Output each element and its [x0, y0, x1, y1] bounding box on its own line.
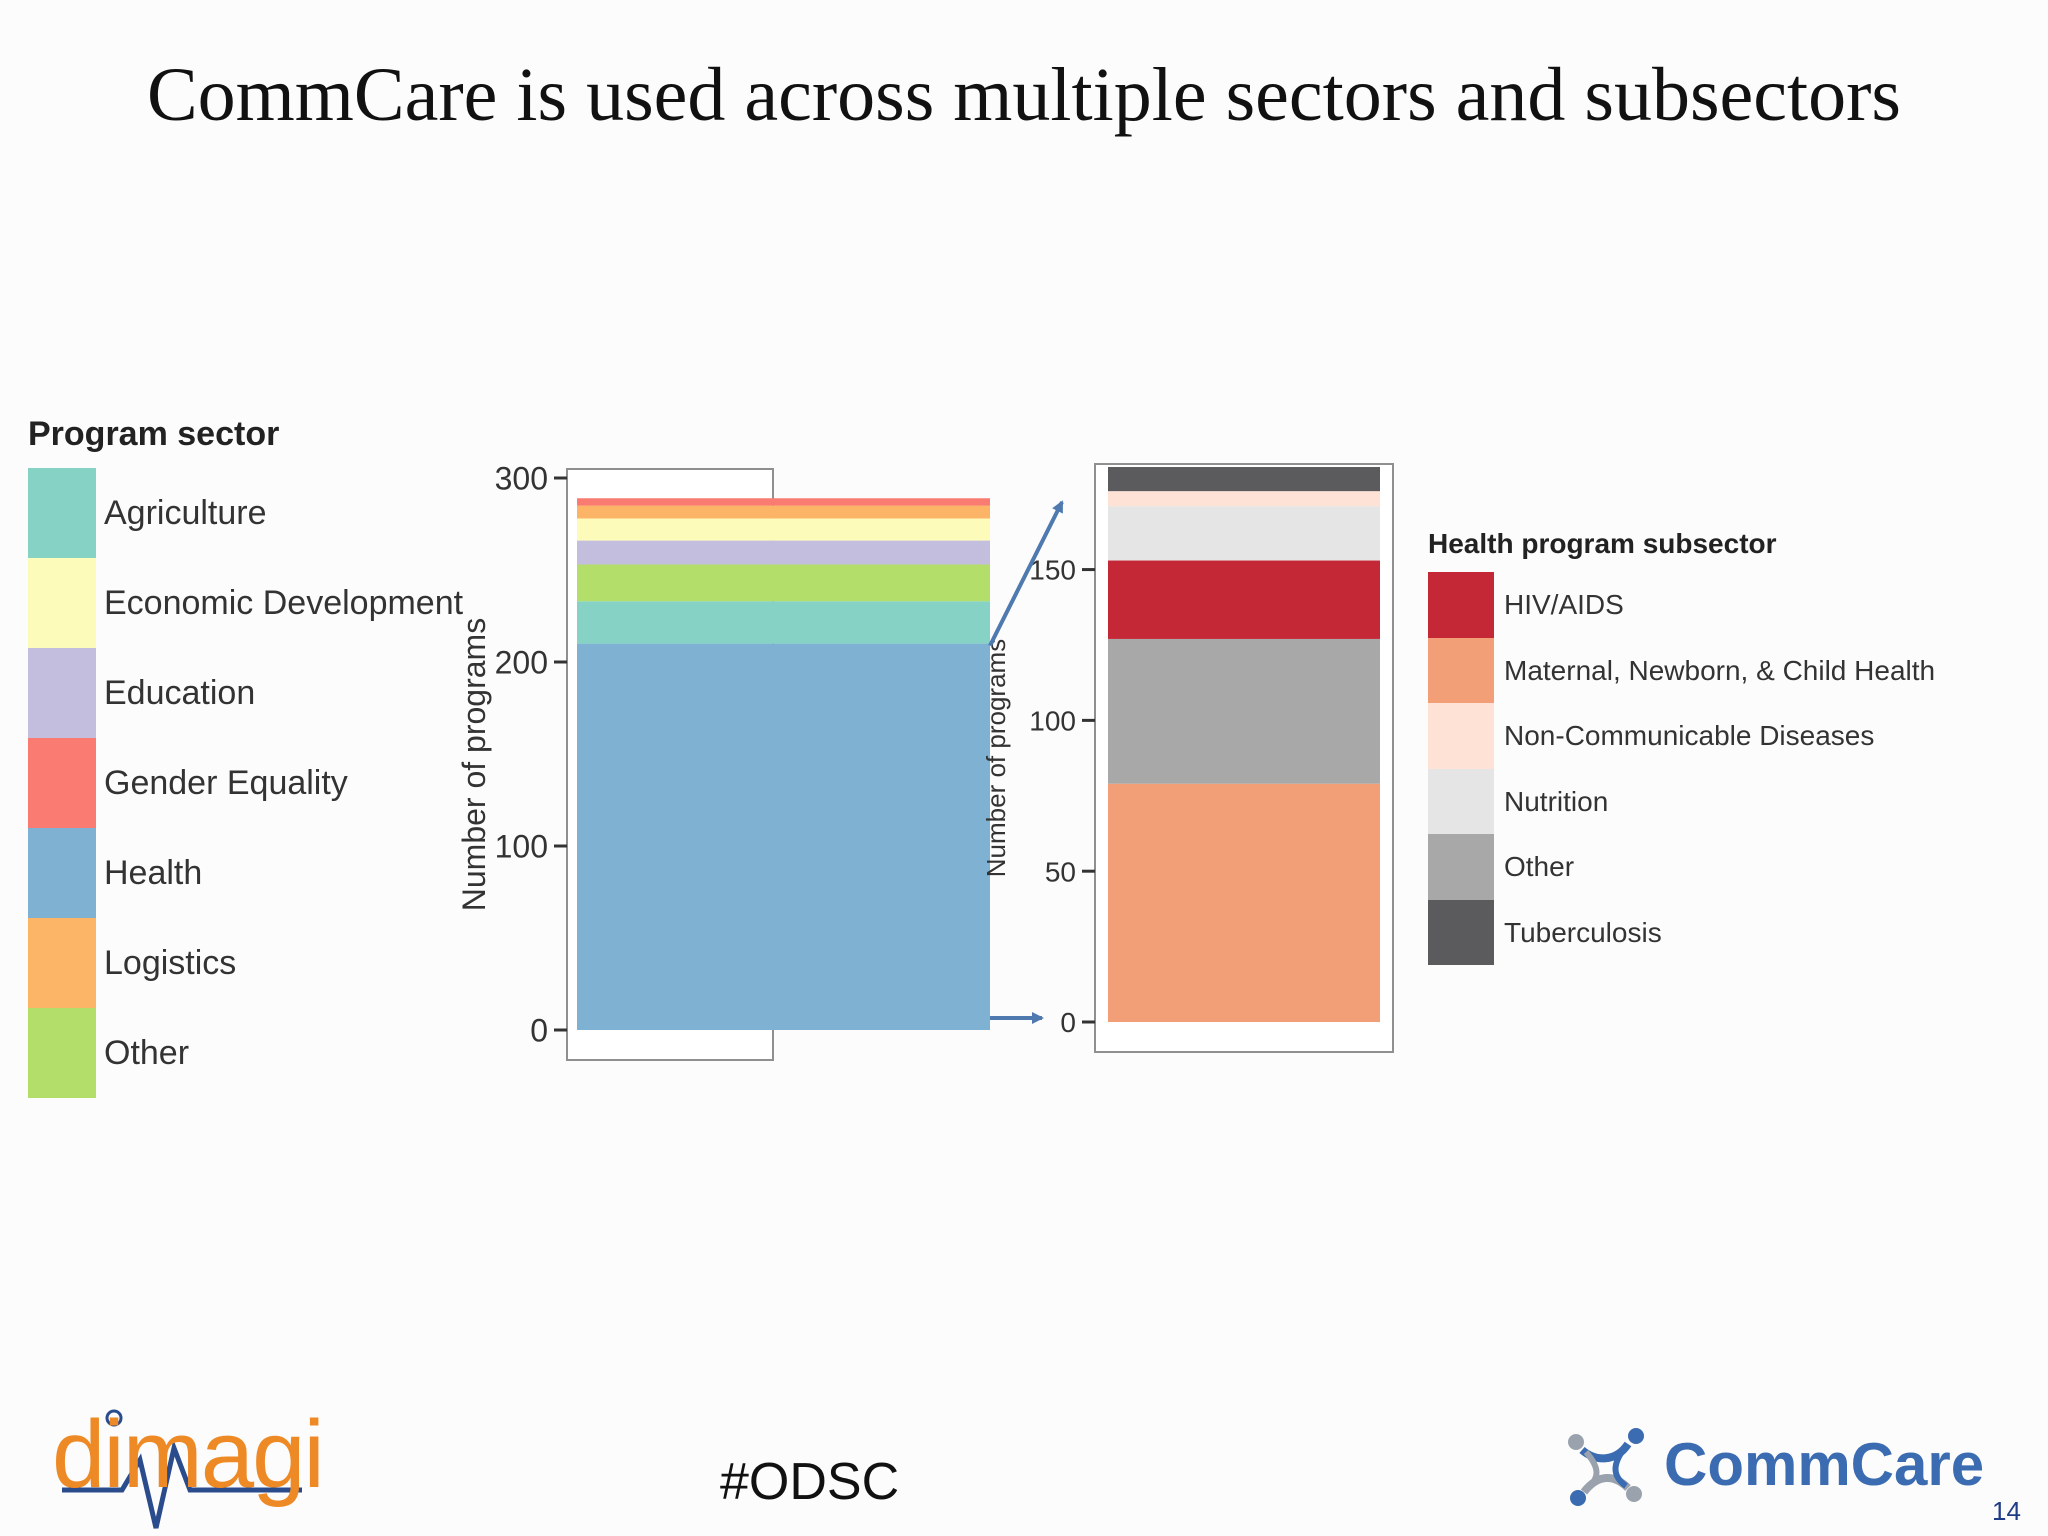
legend-item-education: Education	[28, 648, 428, 738]
legend-label: HIV/AIDS	[1504, 589, 1624, 620]
bar-segment-logistics	[577, 505, 990, 519]
legend-swatch	[28, 558, 96, 648]
legend-swatch	[1428, 834, 1494, 900]
zoom-connector-arrows	[988, 500, 1064, 1024]
sector-chart: 0 100 200 300 Number of programs	[456, 461, 990, 1061]
legend-item-economic-development: Economic Development	[28, 558, 463, 648]
y-tick-label: 100	[1029, 705, 1076, 736]
page-number: 14	[1992, 1496, 2021, 1526]
bar-segment-other	[577, 564, 990, 602]
bar-segment-education	[577, 540, 990, 565]
y-tick-label: 100	[495, 829, 548, 865]
bar-segment-tuberculosis	[1108, 467, 1380, 492]
commcare-people-icon	[1568, 1428, 1644, 1506]
legend-swatch	[1428, 572, 1494, 638]
dimagi-wordmark: dimagi	[52, 1401, 325, 1508]
slide-title: CommCare is used across multiple sectors…	[146, 53, 1901, 137]
bar-segment-maternal-newborn-child-health	[1108, 783, 1380, 1022]
legend-item-hiv-aids: HIV/AIDS	[1428, 572, 1988, 638]
legend-label: Non-Communicable Diseases	[1504, 720, 1875, 751]
legend-label: Maternal, Newborn, & Child Health	[1504, 654, 1936, 686]
legend-swatch	[28, 738, 96, 828]
bar-segment-agriculture	[577, 601, 990, 644]
program-sector-legend: Program sector Agriculture Economic Deve…	[28, 412, 463, 1098]
commcare-wordmark: CommCare	[1664, 1431, 1985, 1498]
legend-swatch	[28, 918, 96, 1008]
legend-swatch	[1428, 768, 1494, 834]
legend-label: Education	[104, 674, 256, 712]
hashtag: #ODSC	[720, 1453, 900, 1511]
legend-item-health: Health	[28, 828, 428, 918]
legend-label: Other	[104, 1034, 190, 1072]
y-axis-title: Number of programs	[981, 639, 1011, 877]
bar-segment-gender-equality	[577, 498, 990, 506]
commcare-logo: CommCare	[1556, 1422, 1984, 1517]
bar-segment-non-communicable-diseases	[1108, 491, 1380, 507]
y-tick-label: 150	[1029, 555, 1076, 586]
legend-item-nutrition: Nutrition	[1428, 768, 1988, 834]
y-axis-title: Number of programs	[456, 618, 492, 911]
legend-swatch	[28, 648, 96, 738]
dimagi-logo: dimagi	[52, 1400, 325, 1535]
legend-label: Tuberculosis	[1504, 916, 1662, 948]
legend-item-non-communicable-diseases: Non-Communicable Diseases	[1428, 703, 1988, 769]
legend-label: Logistics	[104, 944, 237, 982]
legend-swatch	[1428, 703, 1494, 769]
legend-label: Health	[104, 854, 203, 892]
legend-item-maternal-newborn-child-health: Maternal, Newborn, & Child Health	[1428, 637, 1988, 703]
legend-label: Nutrition	[1504, 785, 1609, 817]
connector-arrow-top	[988, 500, 1064, 647]
legend-label: Agriculture	[104, 494, 267, 532]
y-tick-label: 300	[495, 461, 548, 497]
bar-segment-health	[577, 643, 990, 1030]
bar-segment-nutrition	[1108, 506, 1380, 561]
y-tick-label: 50	[1045, 856, 1076, 887]
legend-title: Health program subsector	[1428, 528, 1777, 559]
health-subsector-legend: Health program subsector HIV/AIDS Matern…	[1428, 524, 1988, 965]
legend-swatch	[1428, 899, 1494, 965]
legend-item-tuberculosis: Tuberculosis	[1428, 899, 1988, 965]
y-tick-label: 200	[495, 645, 548, 681]
legend-label: Other	[1504, 851, 1575, 882]
legend-label: Gender Equality	[104, 764, 348, 802]
bar-segment-hiv-aids	[1108, 560, 1380, 639]
bar-segment-other	[1108, 638, 1380, 784]
legend-item-gender-equality: Gender Equality	[28, 738, 428, 828]
legend-item-other: Other	[28, 1008, 428, 1098]
legend-label: Economic Development	[104, 584, 464, 622]
bar-segment-economic-development	[577, 518, 990, 541]
legend-swatch	[28, 828, 96, 918]
legend-item-other-subsector: Other	[1428, 834, 1988, 900]
dimagi-heartbeat-icon	[62, 1409, 302, 1529]
legend-swatch	[1428, 637, 1494, 703]
y-tick-label: 0	[1060, 1007, 1076, 1038]
legend-swatch	[28, 1008, 96, 1098]
legend-title: Program sector	[28, 415, 280, 453]
legend-swatch	[28, 468, 96, 558]
legend-item-agriculture: Agriculture	[28, 468, 428, 558]
legend-item-logistics: Logistics	[28, 918, 428, 1008]
health-subsector-chart: 0 50 100 150 Number of programs	[981, 463, 1394, 1053]
y-tick-label: 0	[530, 1013, 548, 1049]
